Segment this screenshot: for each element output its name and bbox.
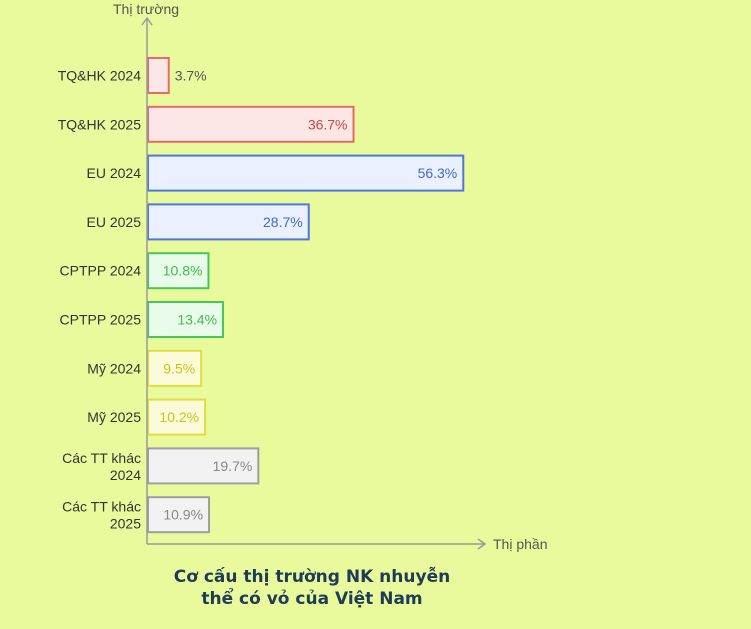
category-label: Các TT khác 2024 bbox=[62, 450, 141, 483]
category-label: Mỹ 2024 bbox=[87, 360, 141, 376]
chart-title-line-1: Cơ cấu thị trường NK nhuyễn bbox=[174, 565, 450, 587]
bar bbox=[147, 301, 225, 338]
data-label: 36.7% bbox=[308, 116, 348, 132]
data-label: 3.7% bbox=[175, 68, 207, 84]
category-label: EU 2024 bbox=[87, 165, 142, 181]
y-axis-title: Thị trường bbox=[113, 1, 179, 17]
labels-layer: 3.7% TQ&HK 2024 36.7% TQ&HK 2025 56.3% EU 202… bbox=[58, 68, 458, 532]
bar bbox=[147, 447, 260, 485]
category-label: EU 2025 bbox=[87, 214, 142, 230]
data-label: 28.7% bbox=[263, 214, 303, 230]
bar bbox=[147, 154, 465, 192]
data-label: 56.3% bbox=[418, 165, 458, 181]
bars-layer bbox=[147, 57, 465, 534]
data-label: 9.5% bbox=[163, 360, 195, 376]
x-axis-title: Thị phần bbox=[493, 536, 547, 552]
category-label: TQ&HK 2025 bbox=[58, 116, 141, 132]
bar bbox=[147, 105, 355, 143]
data-label: 19.7% bbox=[213, 458, 253, 474]
bar bbox=[147, 252, 210, 290]
bar bbox=[147, 203, 310, 241]
data-label: 10.9% bbox=[163, 507, 203, 523]
category-label: CPTPP 2024 bbox=[60, 263, 142, 279]
data-label: 10.8% bbox=[163, 263, 203, 279]
category-label: CPTPP 2025 bbox=[60, 312, 142, 328]
data-label: 10.2% bbox=[159, 409, 199, 425]
category-label: Các TT khác 2025 bbox=[62, 499, 141, 532]
category-label: TQ&HK 2024 bbox=[58, 68, 141, 84]
bar bbox=[147, 496, 211, 534]
data-label: 13.4% bbox=[177, 312, 217, 328]
y-axis-arrow-icon bbox=[141, 16, 153, 26]
bar bbox=[147, 349, 203, 387]
category-label: Mỹ 2025 bbox=[87, 409, 141, 425]
chart-title-line-2: thể có vỏ của Việt Nam bbox=[201, 587, 422, 609]
bar bbox=[147, 57, 170, 94]
bar bbox=[147, 398, 207, 436]
x-axis-arrow-icon bbox=[477, 538, 487, 550]
